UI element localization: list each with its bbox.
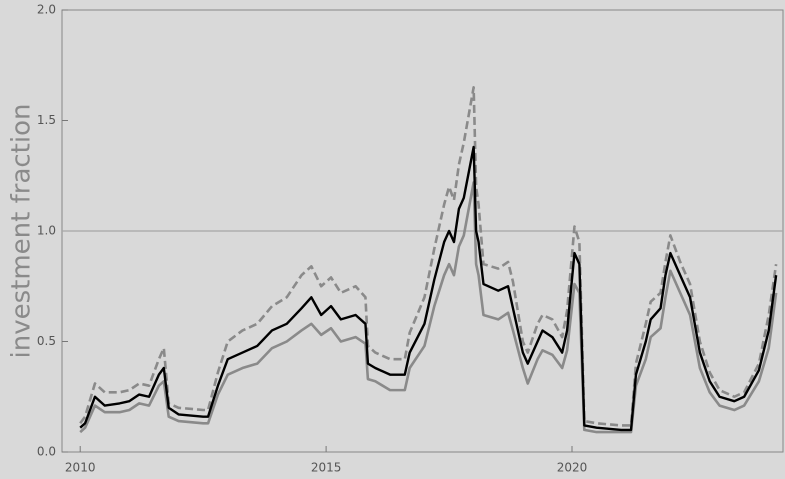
y-axis-label: investment fraction [7,104,37,359]
series-line [79,86,778,427]
x-tick-label: 2015 [311,461,342,475]
y-tick-label: 0.0 [37,445,56,459]
series-line [79,181,778,434]
y-tick-label: 0.5 [37,334,56,348]
y-tick-label: 2.0 [37,3,56,17]
series-line [79,145,778,432]
x-tick-label: 2020 [557,461,588,475]
y-tick-label: 1.5 [37,113,56,127]
x-tick-label: 2010 [65,461,96,475]
y-tick-label: 1.0 [37,224,56,238]
